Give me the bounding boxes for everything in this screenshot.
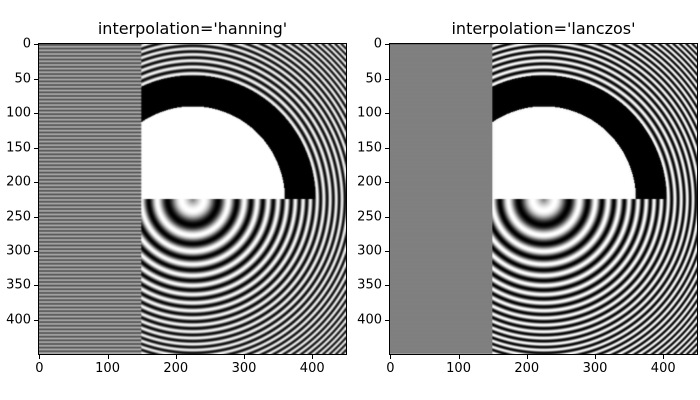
axes-lanczos	[389, 43, 698, 355]
y-tick-label: 250	[357, 209, 382, 225]
x-tick-label: 100	[95, 361, 120, 376]
y-tick-mark	[385, 285, 389, 287]
y-tick-mark	[385, 113, 389, 115]
x-tick-label: 0	[35, 361, 44, 376]
x-tick-mark	[526, 355, 528, 359]
x-tick-mark	[39, 355, 41, 359]
x-tick-label: 200	[514, 361, 540, 376]
x-tick-label: 100	[446, 361, 471, 376]
y-tick-mark	[385, 319, 389, 321]
y-tick-label: 0	[373, 36, 382, 52]
y-tick-label: 400	[6, 312, 31, 328]
y-tick-mark	[34, 319, 38, 321]
y-tick-label: 150	[357, 140, 382, 156]
x-tick-mark	[107, 355, 109, 359]
x-tick-mark	[390, 355, 392, 359]
heatmap-canvas-lanczos	[390, 44, 697, 354]
y-tick-label: 250	[6, 209, 31, 225]
y-tick-label: 100	[357, 105, 382, 121]
x-tick-mark	[244, 355, 245, 359]
x-tick-label: 0	[386, 361, 395, 376]
x-tick-label: 300	[231, 361, 257, 376]
y-tick-label: 200	[357, 174, 382, 190]
y-tick-label: 300	[357, 243, 382, 259]
axes-hanning	[38, 43, 347, 355]
y-tick-label: 50	[365, 71, 382, 87]
y-tick-label: 100	[6, 105, 31, 121]
y-tick-mark	[34, 216, 38, 218]
subplot-title-hanning: interpolation='hanning'	[97, 19, 288, 39]
y-tick-label: 300	[6, 243, 31, 259]
y-tick-mark	[34, 285, 38, 287]
y-tick-mark	[34, 78, 38, 80]
y-tick-mark	[34, 182, 38, 184]
y-tick-mark	[385, 44, 389, 46]
y-tick-mark	[385, 147, 389, 149]
y-tick-mark	[385, 182, 389, 184]
y-tick-mark	[34, 113, 38, 115]
subplot-title-lanczos: interpolation='lanczos'	[451, 19, 636, 39]
y-tick-label: 200	[6, 174, 31, 190]
subplot-lanczos: interpolation='lanczos' 0 100 200 300 400 0 50…	[357, 20, 698, 375]
y-tick-label: 350	[357, 277, 382, 293]
y-tick-mark	[34, 147, 38, 149]
heatmap-canvas-hanning	[39, 44, 346, 354]
y-tick-label: 50	[14, 71, 31, 87]
y-tick-mark	[34, 44, 38, 46]
y-tick-label: 350	[6, 277, 31, 293]
x-tick-label: 400	[299, 361, 325, 376]
y-tick-mark	[385, 78, 389, 80]
y-tick-mark	[385, 216, 389, 218]
y-tick-mark	[34, 251, 38, 252]
subplot-hanning: interpolation='hanning' 0 100 200 300 400 0 50…	[6, 20, 347, 375]
x-tick-mark	[175, 355, 177, 359]
y-tick-label: 150	[6, 140, 31, 156]
y-tick-label: 400	[357, 312, 382, 328]
y-tick-mark	[385, 251, 389, 252]
x-tick-mark	[458, 355, 460, 359]
x-tick-label: 300	[582, 361, 608, 376]
x-tick-label: 200	[163, 361, 189, 376]
x-tick-mark	[663, 355, 665, 359]
x-tick-label: 400	[650, 361, 676, 376]
x-tick-mark	[595, 355, 596, 359]
x-tick-mark	[312, 355, 314, 359]
y-tick-label: 0	[22, 36, 31, 52]
